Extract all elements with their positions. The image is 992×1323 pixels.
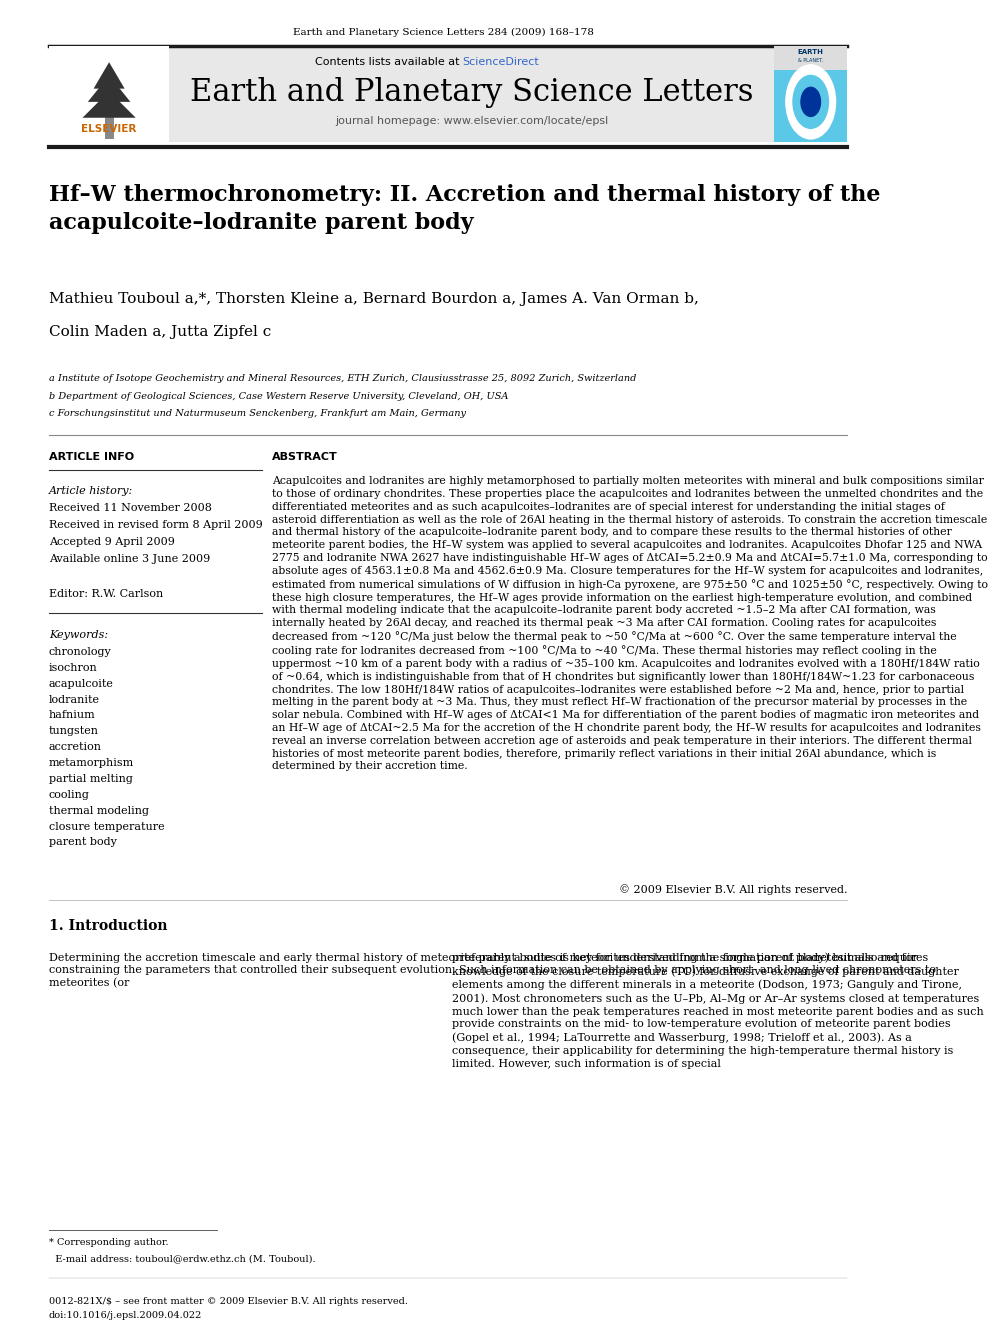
Text: Accepted 9 April 2009: Accepted 9 April 2009 <box>49 537 175 548</box>
Text: EARTH: EARTH <box>798 49 823 56</box>
Text: partial melting: partial melting <box>49 774 133 785</box>
Text: Received 11 November 2008: Received 11 November 2008 <box>49 503 211 513</box>
Polygon shape <box>82 91 136 118</box>
Bar <box>775 46 847 70</box>
Text: metamorphism: metamorphism <box>49 758 134 769</box>
Text: © 2009 Elsevier B.V. All rights reserved.: © 2009 Elsevier B.V. All rights reserved… <box>619 884 847 894</box>
Text: doi:10.1016/j.epsl.2009.04.022: doi:10.1016/j.epsl.2009.04.022 <box>49 1311 202 1320</box>
Text: Article history:: Article history: <box>49 486 133 496</box>
Text: Available online 3 June 2009: Available online 3 June 2009 <box>49 554 210 565</box>
Polygon shape <box>88 75 130 102</box>
Circle shape <box>793 75 828 128</box>
Text: isochron: isochron <box>49 663 97 673</box>
Text: accretion: accretion <box>49 742 102 753</box>
Text: 0012-821X/$ – see front matter © 2009 Elsevier B.V. All rights reserved.: 0012-821X/$ – see front matter © 2009 El… <box>49 1297 408 1306</box>
Text: ELSEVIER: ELSEVIER <box>81 123 137 134</box>
Text: Editor: R.W. Carlson: Editor: R.W. Carlson <box>49 589 163 599</box>
Bar <box>49 46 169 142</box>
Text: Hf–W thermochronometry: II. Accretion and thermal history of the
acapulcoite–lod: Hf–W thermochronometry: II. Accretion an… <box>49 184 880 234</box>
Text: ScienceDirect: ScienceDirect <box>462 57 540 67</box>
Polygon shape <box>93 62 125 89</box>
Bar <box>49 46 847 142</box>
Text: tungsten: tungsten <box>49 726 99 737</box>
Text: chronology: chronology <box>49 647 111 658</box>
Text: journal homepage: www.elsevier.com/locate/epsl: journal homepage: www.elsevier.com/locat… <box>335 116 608 127</box>
Text: Determining the accretion timescale and early thermal history of meteorite paren: Determining the accretion timescale and … <box>49 953 935 988</box>
Circle shape <box>801 87 820 116</box>
Text: * Corresponding author.: * Corresponding author. <box>49 1238 169 1248</box>
Text: Acapulcoites and lodranites are highly metamorphosed to partially molten meteori: Acapulcoites and lodranites are highly m… <box>273 476 988 771</box>
Text: b Department of Geological Sciences, Case Western Reserve University, Cleveland,: b Department of Geological Sciences, Cas… <box>49 392 508 401</box>
Text: hafnium: hafnium <box>49 710 95 721</box>
Text: Received in revised form 8 April 2009: Received in revised form 8 April 2009 <box>49 520 263 531</box>
Text: Earth and Planetary Science Letters 284 (2009) 168–178: Earth and Planetary Science Letters 284 … <box>293 28 594 37</box>
Text: preferably a suite of meteorites derived from a single parent body) but also req: preferably a suite of meteorites derived… <box>452 953 984 1069</box>
Text: 1. Introduction: 1. Introduction <box>49 919 168 934</box>
Text: E-mail address: touboul@erdw.ethz.ch (M. Touboul).: E-mail address: touboul@erdw.ethz.ch (M.… <box>49 1254 315 1263</box>
Bar <box>775 46 847 142</box>
Text: c Forschungsinstitut und Naturmuseum Senckenberg, Frankfurt am Main, Germany: c Forschungsinstitut und Naturmuseum Sen… <box>49 409 466 418</box>
Text: ARTICLE INFO: ARTICLE INFO <box>49 452 134 463</box>
Text: parent body: parent body <box>49 837 117 848</box>
Text: Colin Maden a, Jutta Zipfel c: Colin Maden a, Jutta Zipfel c <box>49 325 271 340</box>
Text: a Institute of Isotope Geochemistry and Mineral Resources, ETH Zurich, Clausiuss: a Institute of Isotope Geochemistry and … <box>49 374 636 384</box>
Text: Earth and Planetary Science Letters: Earth and Planetary Science Letters <box>189 77 753 107</box>
Text: ABSTRACT: ABSTRACT <box>273 452 338 463</box>
Text: Contents lists available at: Contents lists available at <box>314 57 462 67</box>
Text: closure temperature: closure temperature <box>49 822 165 832</box>
Text: Mathieu Touboul a,*, Thorsten Kleine a, Bernard Bourdon a, James A. Van Orman b,: Mathieu Touboul a,*, Thorsten Kleine a, … <box>49 292 698 307</box>
Text: thermal modeling: thermal modeling <box>49 806 149 816</box>
Bar <box>105 115 113 139</box>
Text: & PLANET.: & PLANET. <box>799 58 823 64</box>
Text: acapulcoite: acapulcoite <box>49 679 114 689</box>
Circle shape <box>786 65 835 139</box>
Text: lodranite: lodranite <box>49 695 100 705</box>
Text: cooling: cooling <box>49 790 89 800</box>
Text: Keywords:: Keywords: <box>49 630 108 640</box>
